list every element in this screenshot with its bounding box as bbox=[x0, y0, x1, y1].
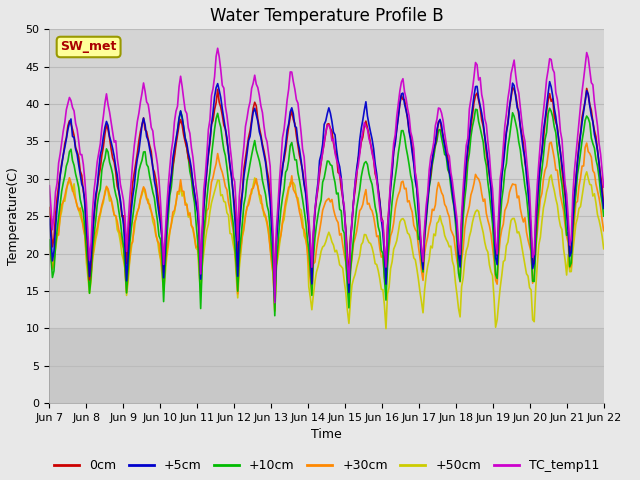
Legend: 0cm, +5cm, +10cm, +30cm, +50cm, TC_temp11: 0cm, +5cm, +10cm, +30cm, +50cm, TC_temp1… bbox=[49, 455, 604, 477]
Y-axis label: Temperature(C): Temperature(C) bbox=[7, 168, 20, 265]
Title: Water Temperature Profile B: Water Temperature Profile B bbox=[210, 7, 444, 25]
X-axis label: Time: Time bbox=[311, 429, 342, 442]
Text: SW_met: SW_met bbox=[60, 40, 117, 53]
Bar bbox=[49, 328, 604, 403]
